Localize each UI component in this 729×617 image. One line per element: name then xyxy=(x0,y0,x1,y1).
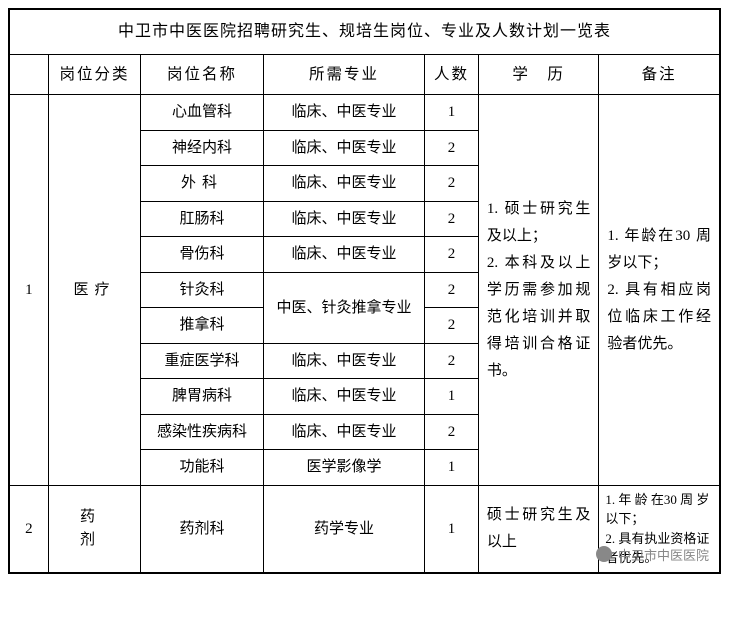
watermark-text: 中卫市中医医院 xyxy=(618,545,709,564)
post-major-merged: 中医、针灸推拿专业 xyxy=(263,272,424,343)
post-name: 感染性疾病科 xyxy=(141,414,264,450)
post-major: 临床、中医专业 xyxy=(263,343,424,379)
post-name: 脾胃病科 xyxy=(141,379,264,415)
group-education: 1. 硕士研究生及以上； 2. 本科及以上学历需参加规范化培训并取得培训合格证书… xyxy=(478,95,598,486)
title-row: 中卫市中医医院招聘研究生、规培生岗位、专业及人数计划一览表 xyxy=(10,10,720,55)
post-name: 肛肠科 xyxy=(141,201,264,237)
post-count: 1 xyxy=(425,450,479,486)
table: 中卫市中医医院招聘研究生、规培生岗位、专业及人数计划一览表 岗位分类 岗位名称 … xyxy=(9,9,720,573)
group-index: 1 xyxy=(10,95,49,486)
post-count: 2 xyxy=(425,414,479,450)
post-count: 2 xyxy=(425,237,479,273)
col-edu: 学 历 xyxy=(478,55,598,95)
wechat-icon xyxy=(596,546,612,562)
post-name: 针灸科 xyxy=(141,272,264,308)
post-name: 神经内科 xyxy=(141,130,264,166)
post-major: 临床、中医专业 xyxy=(263,95,424,131)
post-count: 2 xyxy=(425,272,479,308)
group-remarks: 1. 年龄在30 周岁以下； 2. 具有相应岗位临床工作经验者优先。 xyxy=(599,95,720,486)
post-name: 推拿科 xyxy=(141,308,264,344)
post-name: 骨伤科 xyxy=(141,237,264,273)
table-row: 1 医疗 心血管科 临床、中医专业 1 1. 硕士研究生及以上； 2. 本科及以… xyxy=(10,95,720,131)
table-title: 中卫市中医医院招聘研究生、规培生岗位、专业及人数计划一览表 xyxy=(10,10,720,55)
post-major: 医学影像学 xyxy=(263,450,424,486)
group-category: 医疗 xyxy=(48,95,141,486)
post-count: 1 xyxy=(425,379,479,415)
post-name: 外科 xyxy=(141,166,264,202)
col-name: 岗位名称 xyxy=(141,55,264,95)
recruitment-table: 中卫市中医医院招聘研究生、规培生岗位、专业及人数计划一览表 岗位分类 岗位名称 … xyxy=(8,8,721,574)
header-row: 岗位分类 岗位名称 所需专业 人数 学 历 备注 xyxy=(10,55,720,95)
col-count: 人数 xyxy=(425,55,479,95)
post-major: 临床、中医专业 xyxy=(263,130,424,166)
post-major: 临床、中医专业 xyxy=(263,201,424,237)
col-remark: 备注 xyxy=(599,55,720,95)
post-count: 2 xyxy=(425,201,479,237)
post-major: 临床、中医专业 xyxy=(263,379,424,415)
col-category: 岗位分类 xyxy=(48,55,141,95)
col-major: 所需专业 xyxy=(263,55,424,95)
post-name: 功能科 xyxy=(141,450,264,486)
post-major: 临床、中医专业 xyxy=(263,237,424,273)
group2-count: 1 xyxy=(425,485,479,572)
post-count: 1 xyxy=(425,95,479,131)
group2-major: 药学专业 xyxy=(263,485,424,572)
post-major: 临床、中医专业 xyxy=(263,414,424,450)
post-count: 2 xyxy=(425,166,479,202)
watermark: 中卫市中医医院 xyxy=(596,545,709,564)
post-name: 重症医学科 xyxy=(141,343,264,379)
post-name: 心血管科 xyxy=(141,95,264,131)
post-count: 2 xyxy=(425,130,479,166)
group2-index: 2 xyxy=(10,485,49,572)
col-index xyxy=(10,55,49,95)
group2-education: 硕士研究生及以上 xyxy=(478,485,598,572)
group2-category: 药 剂 xyxy=(48,485,141,572)
group2-name: 药剂科 xyxy=(141,485,264,572)
post-count: 2 xyxy=(425,343,479,379)
post-major: 临床、中医专业 xyxy=(263,166,424,202)
post-count: 2 xyxy=(425,308,479,344)
